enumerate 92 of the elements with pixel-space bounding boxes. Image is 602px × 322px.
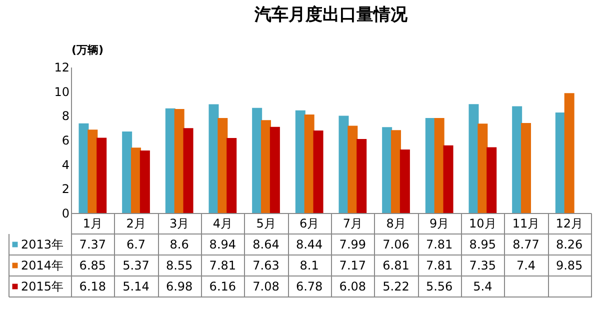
bar xyxy=(78,123,89,213)
bar xyxy=(521,122,531,213)
bar xyxy=(131,148,141,213)
data-label: 8.1 xyxy=(300,258,319,272)
bar xyxy=(218,118,228,213)
y-tick-label: 2 xyxy=(62,182,70,196)
bar xyxy=(261,120,271,213)
data-label: 7.81 xyxy=(209,258,236,272)
bar xyxy=(434,118,444,213)
data-label: 7.37 xyxy=(79,238,106,252)
data-label: 7.06 xyxy=(382,238,410,252)
bar xyxy=(183,128,194,213)
x-tick-label: 9月 xyxy=(430,216,450,230)
x-tick-label: 6月 xyxy=(300,216,320,230)
data-label: 6.16 xyxy=(209,280,236,294)
data-label: 8.94 xyxy=(209,238,236,252)
data-label: 6.08 xyxy=(339,280,366,294)
bar xyxy=(555,112,566,213)
bar xyxy=(208,104,219,213)
data-label: 7.99 xyxy=(339,238,366,252)
bar xyxy=(252,108,262,213)
data-label: 8.6 xyxy=(170,238,189,252)
y-axis-title: (万辆) xyxy=(72,44,104,56)
data-label: 5.22 xyxy=(382,280,410,294)
legend-label: 2014年 xyxy=(21,258,64,272)
y-tick-label: 8 xyxy=(62,109,70,124)
data-label: 8.26 xyxy=(556,238,583,252)
bar xyxy=(382,127,392,213)
data-label: 5.4 xyxy=(473,280,492,294)
data-label: 6.85 xyxy=(79,258,106,272)
data-label: 8.64 xyxy=(252,238,280,252)
x-tick-label: 1月 xyxy=(82,216,102,230)
data-label: 6.18 xyxy=(79,280,106,294)
data-label: 5.37 xyxy=(122,258,150,272)
data-label: 6.81 xyxy=(382,258,410,272)
x-tick-label: 8月 xyxy=(386,216,406,230)
bar xyxy=(140,150,150,213)
y-tick-label: 6 xyxy=(62,134,70,148)
y-tick-label: 10 xyxy=(54,84,70,99)
legend-label: 2015年 xyxy=(21,280,64,294)
data-label: 7.08 xyxy=(252,280,280,294)
x-tick-label: 2月 xyxy=(126,216,146,230)
bar xyxy=(295,110,306,213)
data-label: 5.56 xyxy=(426,280,453,294)
bar xyxy=(356,139,367,213)
data-label: 6.78 xyxy=(296,280,323,294)
data-label: 8.44 xyxy=(296,238,323,252)
bar xyxy=(348,126,358,213)
y-tick-label: 0 xyxy=(62,206,70,220)
bar xyxy=(165,108,176,213)
bar xyxy=(486,147,497,213)
bar xyxy=(512,106,522,213)
bar xyxy=(338,116,349,213)
bar xyxy=(122,131,132,213)
data-label: 8.55 xyxy=(166,258,193,272)
data-label: 6.7 xyxy=(126,238,146,252)
x-tick-label: 5月 xyxy=(256,216,276,230)
bar xyxy=(425,118,436,213)
bar xyxy=(96,138,107,213)
bar xyxy=(174,108,184,213)
bar xyxy=(313,130,324,213)
bar xyxy=(443,145,454,213)
x-tick-label: 12月 xyxy=(556,216,583,230)
data-label: 9.85 xyxy=(556,258,583,272)
bar xyxy=(564,93,574,213)
x-tick-label: 7月 xyxy=(342,216,362,230)
data-label: 8.95 xyxy=(469,238,496,252)
x-tick-label: 11月 xyxy=(512,216,540,230)
data-label: 7.81 xyxy=(426,258,453,272)
bar xyxy=(304,114,314,213)
data-label: 5.14 xyxy=(122,280,150,294)
x-tick-label: 4月 xyxy=(212,216,232,230)
bar xyxy=(400,149,410,213)
y-tick-label: 4 xyxy=(62,158,70,172)
data-label: 7.17 xyxy=(339,258,366,272)
data-label: 8.77 xyxy=(512,238,540,252)
data-label: 7.35 xyxy=(469,258,496,272)
data-label: 7.63 xyxy=(252,258,280,272)
legend-label: 2013年 xyxy=(21,238,64,252)
data-label: 7.81 xyxy=(426,238,453,252)
x-tick-label: 10月 xyxy=(469,216,496,230)
bar xyxy=(468,104,479,213)
chart-title: 汽车月度出口量情况 xyxy=(254,5,408,25)
y-tick-label: 12 xyxy=(54,60,70,74)
bar xyxy=(391,130,401,213)
bar xyxy=(226,138,237,213)
bar xyxy=(478,124,488,213)
data-label: 6.98 xyxy=(166,280,193,294)
data-label: 7.4 xyxy=(516,258,536,272)
x-tick-label: 3月 xyxy=(170,216,190,230)
bar xyxy=(88,130,98,213)
bar xyxy=(270,126,280,213)
